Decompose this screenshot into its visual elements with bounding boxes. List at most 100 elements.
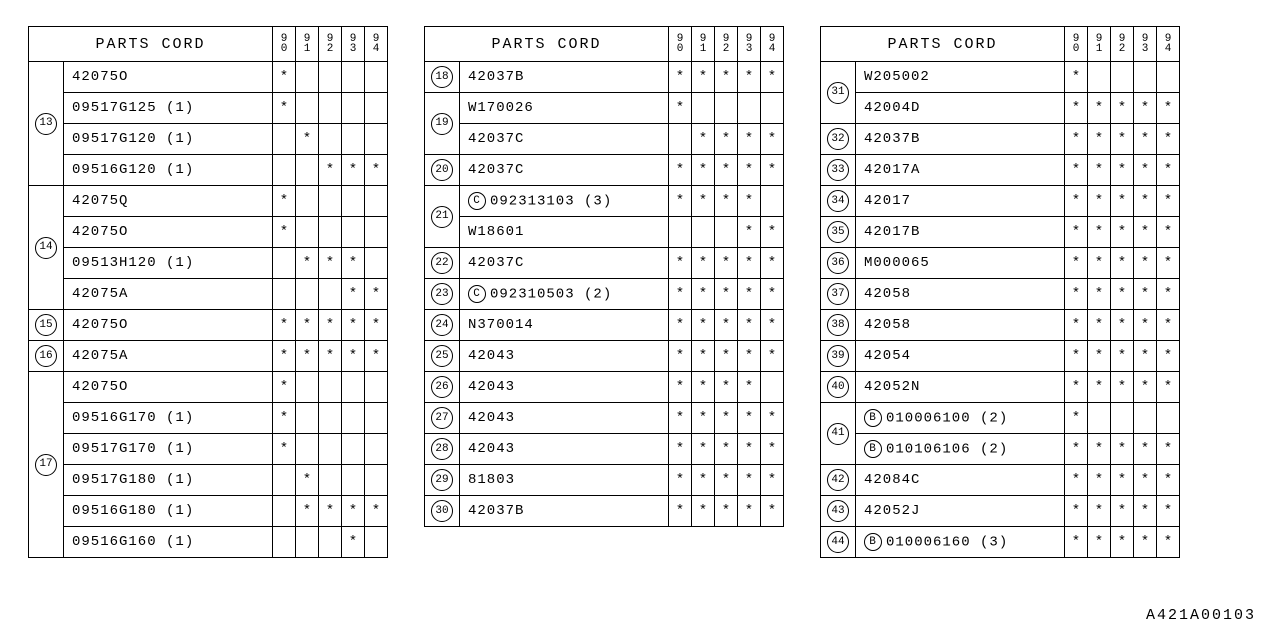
applicability-mark-icon: *: [1072, 286, 1080, 302]
part-number: 42075O: [72, 317, 128, 333]
applicability-mark-icon: *: [349, 286, 357, 302]
table-row: 09516G160 (1)*: [29, 527, 388, 558]
applicability-mark-icon: *: [722, 69, 730, 85]
applicability-mark-icon: *: [1095, 534, 1103, 550]
mark-cell: *: [273, 217, 296, 248]
ref-cell: 20: [425, 155, 460, 186]
mark-cell: [296, 279, 319, 310]
mark-cell: *: [669, 279, 692, 310]
ref-number-circle: 23: [431, 283, 453, 305]
part-cell: 42058: [856, 310, 1065, 341]
mark-cell: *: [1111, 279, 1134, 310]
table-row: 3342017A*****: [821, 155, 1180, 186]
ref-cell: 15: [29, 310, 64, 341]
mark-cell: [296, 372, 319, 403]
part-cell: 42075A: [64, 279, 273, 310]
mark-cell: *: [692, 62, 715, 93]
applicability-mark-icon: *: [768, 503, 776, 519]
mark-cell: *: [761, 155, 784, 186]
table-header-year: 94: [365, 27, 388, 62]
mark-cell: *: [738, 341, 761, 372]
part-cell: 42037C: [460, 248, 669, 279]
mark-cell: [273, 527, 296, 558]
applicability-mark-icon: *: [1141, 100, 1149, 116]
part-number: 09517G180 (1): [72, 472, 194, 488]
mark-cell: [319, 434, 342, 465]
mark-cell: [365, 434, 388, 465]
applicability-mark-icon: *: [676, 379, 684, 395]
ref-number-circle: 14: [35, 237, 57, 259]
applicability-mark-icon: *: [1141, 286, 1149, 302]
mark-cell: *: [1157, 124, 1180, 155]
mark-cell: *: [296, 465, 319, 496]
mark-cell: [319, 62, 342, 93]
applicability-mark-icon: *: [722, 193, 730, 209]
applicability-mark-icon: *: [676, 317, 684, 333]
applicability-mark-icon: *: [745, 193, 753, 209]
table-row: 09517G170 (1)*: [29, 434, 388, 465]
mark-cell: *: [1111, 310, 1134, 341]
mark-cell: [365, 62, 388, 93]
mark-cell: *: [1111, 248, 1134, 279]
part-number: 42037C: [468, 131, 524, 147]
mark-cell: [319, 403, 342, 434]
mark-cell: *: [738, 279, 761, 310]
applicability-mark-icon: *: [722, 131, 730, 147]
mark-cell: *: [761, 465, 784, 496]
part-number: 010006160 (3): [886, 535, 1008, 551]
table-row: 3842058*****: [821, 310, 1180, 341]
applicability-mark-icon: *: [1072, 317, 1080, 333]
table-row: 09516G170 (1)*: [29, 403, 388, 434]
mark-cell: *: [273, 62, 296, 93]
mark-cell: *: [1088, 496, 1111, 527]
applicability-mark-icon: *: [768, 348, 776, 364]
mark-cell: *: [692, 248, 715, 279]
mark-cell: *: [1157, 155, 1180, 186]
table-header-year: 91: [692, 27, 715, 62]
mark-cell: *: [715, 279, 738, 310]
mark-cell: *: [1065, 279, 1088, 310]
mark-cell: *: [715, 372, 738, 403]
ref-cell: 41: [821, 403, 856, 465]
ref-number-circle: 40: [827, 376, 849, 398]
mark-cell: *: [692, 403, 715, 434]
table-row: 42004D*****: [821, 93, 1180, 124]
part-cell: 09516G160 (1): [64, 527, 273, 558]
table-row: 1642075A*****: [29, 341, 388, 372]
mark-cell: *: [715, 465, 738, 496]
mark-cell: *: [692, 279, 715, 310]
part-prefix-circle: C: [468, 192, 486, 210]
applicability-mark-icon: *: [699, 472, 707, 488]
mark-cell: *: [296, 341, 319, 372]
applicability-mark-icon: *: [1118, 100, 1126, 116]
part-cell: 42043: [460, 372, 669, 403]
ref-number-circle: 44: [827, 531, 849, 553]
applicability-mark-icon: *: [1072, 472, 1080, 488]
table-row: 09516G180 (1)****: [29, 496, 388, 527]
table-header-title: PARTS CORD: [29, 27, 273, 62]
applicability-mark-icon: *: [676, 69, 684, 85]
mark-cell: *: [715, 248, 738, 279]
applicability-mark-icon: *: [1072, 193, 1080, 209]
mark-cell: *: [1065, 93, 1088, 124]
applicability-mark-icon: *: [722, 503, 730, 519]
ref-number-circle: 26: [431, 376, 453, 398]
mark-cell: *: [1065, 155, 1088, 186]
mark-cell: [296, 217, 319, 248]
mark-cell: [342, 403, 365, 434]
ref-cell: 33: [821, 155, 856, 186]
part-number: 42052N: [864, 379, 920, 395]
mark-cell: [365, 465, 388, 496]
mark-cell: *: [715, 124, 738, 155]
part-cell: 42084C: [856, 465, 1065, 496]
mark-cell: *: [273, 310, 296, 341]
part-cell: 42052J: [856, 496, 1065, 527]
ref-number-circle: 19: [431, 113, 453, 135]
applicability-mark-icon: *: [1095, 162, 1103, 178]
applicability-mark-icon: *: [1072, 379, 1080, 395]
mark-cell: *: [1134, 527, 1157, 558]
ref-cell: 36: [821, 248, 856, 279]
ref-cell: 27: [425, 403, 460, 434]
part-number: W18601: [468, 224, 524, 240]
mark-cell: *: [692, 155, 715, 186]
